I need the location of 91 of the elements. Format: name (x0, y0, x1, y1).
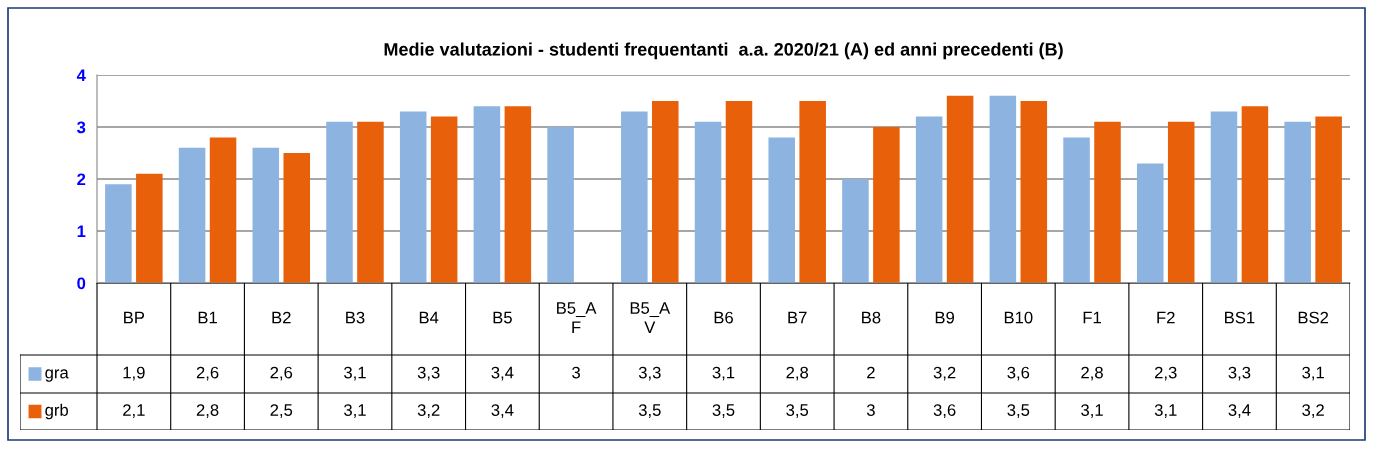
data-label: 3,4 (1228, 404, 1251, 418)
data-label: 3,4 (491, 404, 514, 418)
bar (326, 121, 353, 283)
data-label: 3,3 (417, 366, 440, 381)
data-label: 2,8 (196, 404, 219, 418)
data-label: 3,5 (786, 404, 809, 418)
x-tick-label: B4 (419, 311, 439, 324)
bar (1020, 101, 1048, 283)
data-label: 2 (867, 366, 875, 379)
bar (178, 147, 206, 283)
x-tick-label: B7 (788, 311, 807, 324)
data-label: 3,5 (638, 404, 661, 418)
bar (1315, 116, 1342, 283)
data-label: 3,2 (933, 366, 956, 381)
data-label: 3 (866, 404, 875, 416)
data-label: 3,1 (344, 404, 366, 418)
data-label: 3 (572, 366, 580, 379)
bar (842, 179, 869, 283)
x-tick-label: B8 (862, 311, 881, 324)
data-label: 2,8 (1081, 366, 1103, 381)
data-label: 2,1 (123, 404, 145, 418)
bar (1210, 111, 1238, 283)
data-label: 3,5 (1007, 404, 1030, 418)
y-tick-label: 1 (77, 225, 86, 238)
bar (1284, 121, 1311, 283)
data-label: 2,3 (1154, 366, 1177, 381)
bar (946, 95, 974, 283)
x-tick-label: B3 (346, 311, 365, 324)
data-label: 3,3 (638, 366, 661, 381)
data-label: 2,6 (270, 366, 293, 381)
bar (547, 127, 574, 283)
x-tick-label: F2 (1157, 311, 1175, 324)
bar (283, 153, 311, 283)
y-tick-label: 4 (76, 69, 86, 82)
data-label: 3,2 (417, 404, 440, 418)
x-tick-label: B6 (714, 311, 733, 324)
bar (1094, 121, 1121, 283)
bar (136, 173, 163, 283)
data-label: 2,8 (786, 366, 809, 381)
bar (504, 106, 532, 283)
x-tick-label: F1 (1083, 311, 1101, 324)
data-label: 3,4 (491, 366, 514, 381)
bar (209, 137, 237, 283)
data-label: 3,2 (1302, 404, 1324, 418)
bar (105, 184, 132, 283)
data-label: 3,6 (1007, 366, 1030, 381)
bar (1136, 163, 1164, 283)
data-label: 3,6 (933, 404, 956, 418)
legend-label: grb (45, 403, 69, 420)
chart-title: Medie valutazioni - studenti frequentanti a.a. 2020/21 (A) ed anni precedenti (B) (384, 42, 1063, 60)
bar (399, 111, 427, 283)
x-tick-label: B2 (272, 311, 291, 324)
x-tick-label: B5_AF (557, 302, 597, 333)
bar (252, 147, 280, 283)
x-tick-label: BP (124, 311, 145, 324)
data-label: 3,1 (712, 366, 735, 381)
data-label: 2,6 (196, 366, 219, 381)
x-tick-label: BS2 (1298, 311, 1329, 324)
x-tick-label: B1 (198, 311, 217, 324)
bar (1167, 121, 1195, 283)
bar (652, 101, 679, 283)
bar (430, 116, 458, 283)
bar (873, 127, 900, 283)
bar (1241, 106, 1269, 283)
bar (989, 95, 1017, 283)
bar (725, 101, 753, 283)
bar (799, 101, 826, 283)
data-label: 3,3 (1228, 366, 1251, 381)
data-label: 1,9 (123, 366, 145, 381)
bar (768, 137, 795, 283)
data-label: 3,1 (344, 366, 366, 381)
y-tick-label: 2 (77, 173, 86, 186)
data-label: 3,5 (712, 404, 735, 418)
legend-label: gra (45, 369, 69, 382)
x-tick-label: B5 (493, 311, 512, 324)
bar (915, 116, 943, 283)
x-tick-label: B10 (1004, 311, 1033, 324)
bar (621, 111, 648, 283)
data-label: 3,1 (1081, 404, 1103, 418)
data-label: 3,1 (1154, 404, 1177, 418)
bar (1063, 137, 1090, 283)
x-tick-label: B5_AV (630, 302, 671, 333)
bar (473, 106, 501, 283)
data-label: 3,1 (1302, 366, 1324, 381)
bar (357, 121, 384, 283)
data-label: 2,5 (270, 404, 293, 418)
bar (694, 121, 722, 283)
y-tick-label: 0 (77, 277, 86, 290)
x-tick-label: B9 (935, 311, 955, 324)
y-tick-label: 3 (77, 121, 86, 134)
x-tick-label: BS1 (1225, 311, 1255, 324)
